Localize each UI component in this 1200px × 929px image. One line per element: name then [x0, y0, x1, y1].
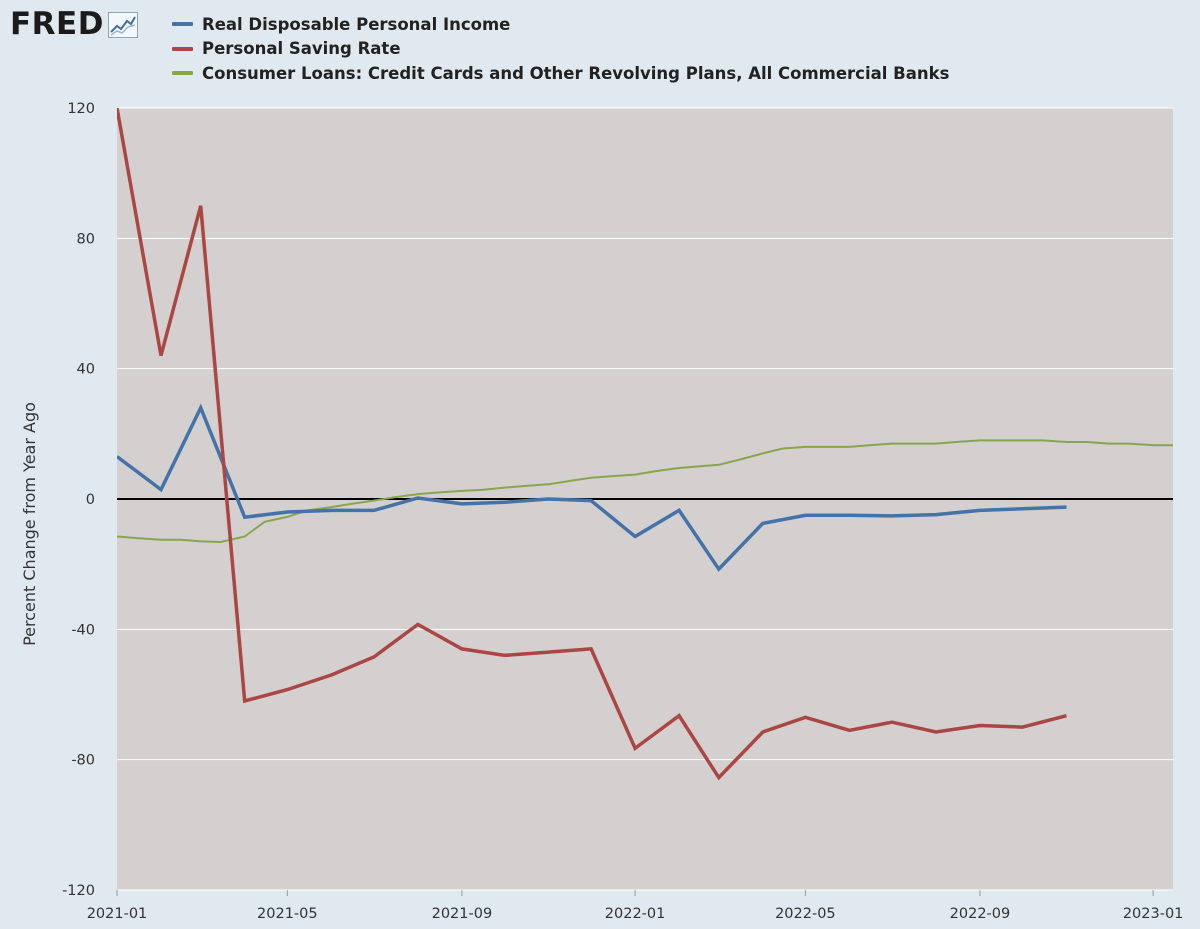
legend-label-income: Real Disposable Personal Income	[202, 14, 511, 34]
line-chart-icon	[107, 12, 138, 38]
legend-item-income[interactable]: Real Disposable Personal Income	[172, 12, 949, 37]
legend-item-consumer-loans[interactable]: Consumer Loans: Credit Cards and Other R…	[172, 61, 949, 86]
x-tick-label: 2022-09	[950, 906, 1011, 922]
x-tick-label: 2021-05	[257, 906, 318, 922]
x-tick-label: 2022-05	[775, 906, 836, 922]
series-line-real-disposable-income[interactable]	[117, 403, 1067, 572]
y-tick-label: 120	[67, 101, 95, 117]
y-tick-label: 40	[77, 362, 95, 378]
y-axis-title: Percent Change from Year Ago	[20, 402, 39, 646]
x-tick-label: 2021-09	[432, 906, 493, 922]
legend-swatch-consumer-loans	[172, 71, 193, 76]
y-tick-label: -40	[71, 622, 95, 638]
y-tick-label: -120	[62, 883, 95, 899]
legend-label-saving-rate: Personal Saving Rate	[202, 39, 401, 59]
y-tick-label: -80	[71, 753, 95, 769]
y-tick-label: 0	[86, 492, 95, 508]
chart-legend: Real Disposable Personal Income Personal…	[172, 12, 949, 86]
series-line-consumer-loans[interactable]	[117, 439, 1173, 544]
series-line-personal-saving-rate[interactable]	[117, 107, 1067, 781]
x-tick-label: 2023-01	[1123, 906, 1184, 922]
fred-logo[interactable]: FRED	[10, 6, 138, 42]
fred-logo-text: FRED	[10, 6, 104, 42]
legend-label-consumer-loans: Consumer Loans: Credit Cards and Other R…	[202, 63, 950, 83]
legend-item-saving-rate[interactable]: Personal Saving Rate	[172, 37, 949, 62]
legend-swatch-income	[172, 22, 193, 27]
x-tick-label: 2022-01	[605, 906, 666, 922]
legend-swatch-saving-rate	[172, 46, 193, 51]
x-tick-label: 2021-01	[87, 906, 148, 922]
y-tick-label: 80	[77, 231, 95, 247]
